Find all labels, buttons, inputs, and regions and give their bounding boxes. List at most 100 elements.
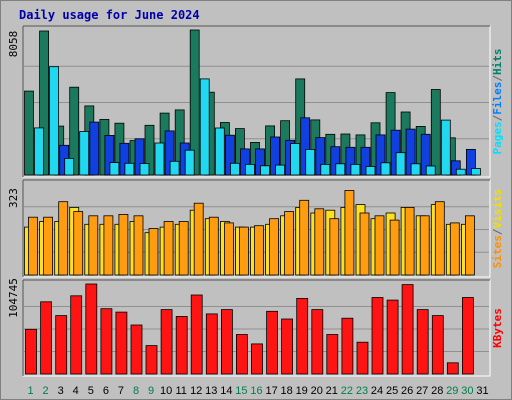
bar-files-day-29: [450, 160, 461, 176]
bar-kbytes-day-27: [416, 309, 429, 375]
bar-kbytes-day-22: [341, 317, 354, 375]
x-tick-label-day-21: 21: [326, 385, 338, 397]
bar-kbytes-day-23: [356, 341, 369, 375]
legend-item: /: [491, 114, 504, 121]
bar-pages-day-12: [199, 78, 210, 176]
bar-kbytes-day-24: [371, 297, 384, 375]
bar-kbytes-day-5: [85, 283, 98, 375]
bar-sites-day-28: [434, 201, 445, 276]
bar-kbytes-day-9: [145, 345, 158, 375]
bar-kbytes-day-17: [266, 310, 279, 375]
x-tick-label-day-18: 18: [280, 385, 292, 397]
bar-pages-day-24: [380, 162, 391, 176]
bar-files-day-8: [134, 138, 145, 176]
bar-kbytes-day-14: [220, 309, 233, 375]
bar-kbytes-day-25: [386, 299, 399, 375]
legend-item: Sites: [491, 235, 504, 268]
bar-kbytes-day-19: [296, 297, 309, 375]
chart-panel-2: 323 Sites/Visits: [7, 179, 504, 278]
bar-hits-day-11: [174, 109, 185, 176]
bar-sites-day-20: [314, 208, 325, 276]
bar-pages-day-20: [320, 163, 331, 176]
chart-title: Daily usage for June 2024: [19, 8, 200, 22]
bar-kbytes-day-21: [326, 334, 339, 375]
bar-files-day-19: [300, 117, 311, 176]
bar-sites-day-3: [58, 201, 69, 276]
x-tick-label-day-13: 13: [205, 385, 217, 397]
bar-sites-day-12: [193, 202, 204, 276]
legend-item: /: [491, 228, 504, 235]
x-tick-label-day-11: 11: [175, 385, 186, 397]
legend: Sites/Visits: [491, 189, 504, 269]
bar-pages-day-29: [455, 168, 466, 176]
bar-sites-day-10: [163, 221, 174, 276]
x-tick-label-day-31: 31: [476, 385, 488, 397]
y-max-label: 104745: [7, 278, 20, 318]
bar-sites-day-19: [299, 199, 310, 276]
bar-files-day-6: [104, 134, 115, 176]
x-tick-label-day-10: 10: [160, 385, 172, 397]
bar-kbytes-day-4: [70, 295, 83, 375]
bar-sites-day-6: [103, 215, 114, 276]
y-max-label: 8058: [7, 31, 20, 58]
x-tick-label-day-25: 25: [386, 385, 398, 397]
chart-panel-3: 104745 KBytes: [7, 278, 504, 377]
x-tick-label-day-12: 12: [190, 385, 202, 397]
bar-hits-day-4: [69, 86, 80, 176]
bar-sites-day-7: [118, 213, 129, 276]
x-tick-label-day-23: 23: [356, 385, 368, 397]
bar-kbytes-day-10: [160, 309, 173, 375]
bar-sites-day-18: [284, 211, 295, 276]
x-tick-label-day-9: 9: [148, 385, 154, 397]
bar-sites-day-9: [148, 228, 159, 276]
legend: Pages/Files/Hits: [491, 49, 504, 155]
x-tick-label-day-29: 29: [446, 385, 458, 397]
bar-kbytes-day-20: [311, 309, 324, 375]
bar-kbytes-day-7: [115, 311, 128, 375]
x-tick-label-day-22: 22: [341, 385, 353, 397]
bar-pages-day-18: [290, 143, 301, 176]
bar-kbytes-day-29: [446, 362, 459, 375]
bar-kbytes-day-15: [235, 334, 248, 375]
legend-item: Hits: [491, 49, 504, 76]
bar-kbytes-day-11: [175, 315, 188, 375]
bar-kbytes-day-8: [130, 324, 143, 375]
bar-pages-day-10: [169, 160, 180, 176]
x-tick-label-day-3: 3: [58, 385, 64, 397]
x-tick-label-day-28: 28: [431, 385, 443, 397]
x-tick-label-day-27: 27: [416, 385, 428, 397]
bar-kbytes-day-12: [190, 294, 203, 375]
x-tick-label-day-17: 17: [265, 385, 277, 397]
x-tick-label-day-16: 16: [250, 385, 262, 397]
x-tick-label-day-8: 8: [133, 385, 139, 397]
bar-sites-day-14: [223, 222, 234, 276]
bar-files-day-7: [119, 142, 130, 176]
bar-kbytes-day-18: [281, 318, 294, 375]
bar-hits-day-9: [144, 124, 155, 176]
bar-sites-day-5: [88, 215, 99, 276]
x-tick-label-day-7: 7: [118, 385, 124, 397]
legend-item: Files: [491, 82, 504, 115]
bar-sites-day-13: [208, 216, 219, 276]
bar-sites-day-26: [404, 206, 415, 276]
bar-files-day-21: [330, 146, 341, 176]
bar-sites-day-27: [419, 215, 430, 276]
legend-item: Pages: [491, 121, 504, 154]
x-tick-label-day-2: 2: [43, 385, 49, 397]
x-tick-label-day-19: 19: [296, 385, 308, 397]
bar-kbytes-day-13: [205, 313, 218, 375]
bar-pages-day-21: [335, 163, 346, 176]
bar-hits-day-28: [430, 89, 441, 176]
bar-sites-day-16: [254, 225, 264, 276]
bar-pages-day-30: [470, 168, 481, 176]
bar-pages-day-8: [139, 163, 150, 176]
bar-sites-day-4: [73, 211, 84, 276]
bar-sites-day-30: [464, 215, 475, 276]
bar-files-day-30: [465, 148, 476, 176]
bar-pages-day-7: [124, 162, 135, 176]
bar-kbytes-day-3: [55, 315, 68, 375]
legend-item: /: [491, 75, 504, 82]
x-tick-label-day-5: 5: [88, 385, 94, 397]
